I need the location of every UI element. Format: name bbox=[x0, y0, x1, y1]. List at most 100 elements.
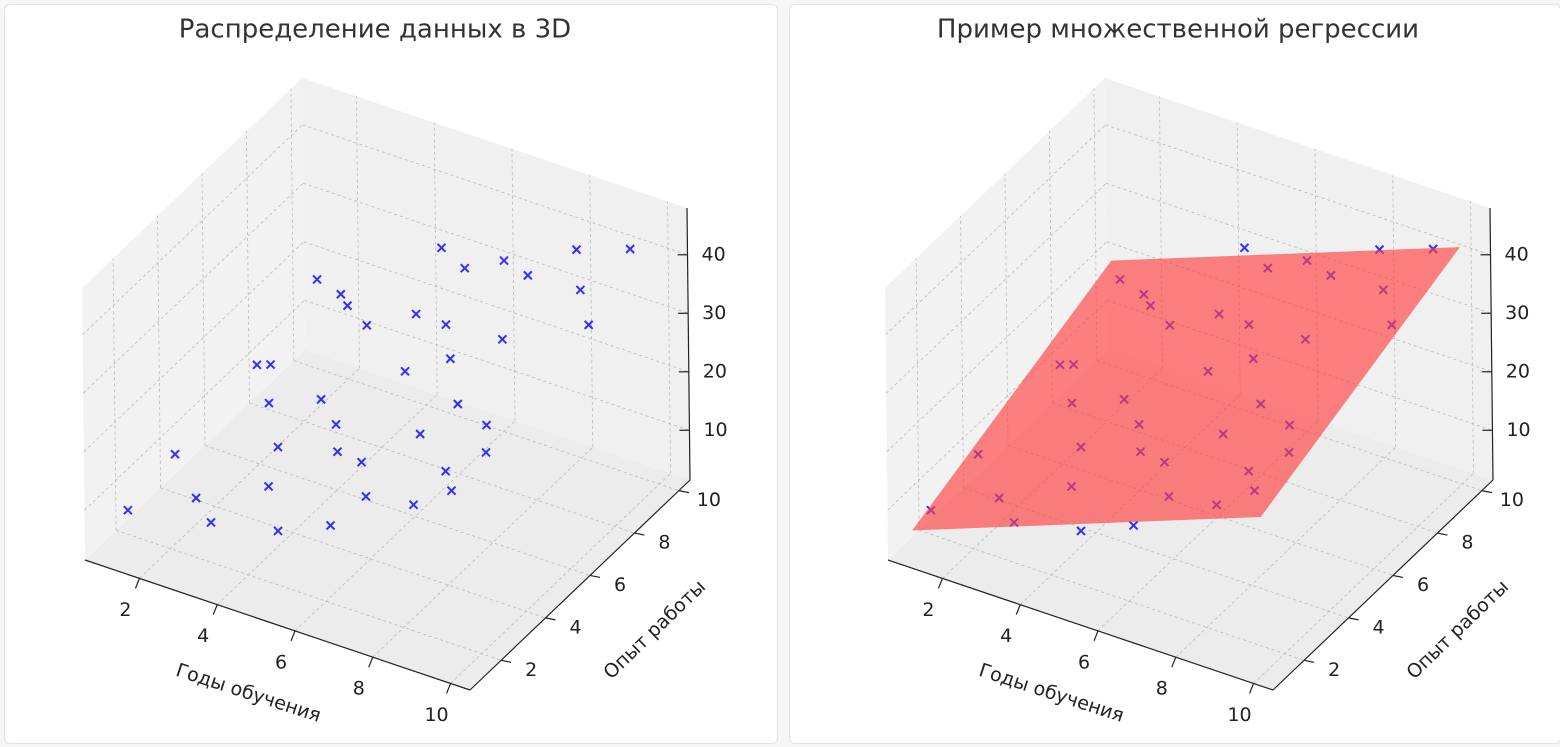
x-axis-label: Годы обучения bbox=[173, 659, 323, 727]
y-tick bbox=[545, 617, 556, 621]
data-point bbox=[445, 354, 456, 364]
data-point bbox=[265, 359, 276, 370]
grid-line bbox=[84, 299, 305, 511]
data-point bbox=[1239, 243, 1250, 253]
grid-line bbox=[918, 529, 1305, 661]
pane bbox=[302, 78, 690, 480]
x-tick bbox=[1015, 604, 1021, 615]
x-tick-label: 4 bbox=[197, 625, 209, 647]
data-point bbox=[481, 420, 492, 430]
grid-line bbox=[303, 241, 689, 373]
y-tick bbox=[1348, 617, 1359, 621]
grid-line bbox=[1175, 446, 1397, 658]
data-point bbox=[575, 285, 586, 295]
data-point bbox=[273, 442, 283, 452]
x-tick bbox=[1093, 630, 1099, 642]
y-tick-label: 6 bbox=[614, 574, 626, 596]
grid-line bbox=[82, 124, 303, 336]
data-point bbox=[264, 398, 274, 408]
x-tick-label: 6 bbox=[1078, 651, 1090, 673]
y-tick-label: 2 bbox=[525, 659, 537, 681]
z-tick-label: 30 bbox=[1505, 302, 1529, 324]
grid-line bbox=[885, 124, 1106, 336]
grid-line bbox=[303, 182, 689, 314]
z-axis bbox=[1489, 207, 1494, 481]
data-point bbox=[481, 447, 491, 458]
y-tick-label: 6 bbox=[1417, 574, 1429, 596]
x-tick bbox=[1171, 656, 1177, 668]
data-point bbox=[440, 466, 451, 476]
chart: Распределение данных в 3D 2 4 6 8 10 2 4 6 8 10 10 2… bbox=[82, 15, 728, 727]
chart: Пример множественной регрессии 2 4 6 8 10 2 4 6 8… bbox=[885, 15, 1531, 727]
grid-line bbox=[160, 487, 546, 619]
x-tick-label: 2 bbox=[922, 599, 934, 621]
data-point bbox=[571, 244, 582, 255]
y-tick-label: 4 bbox=[1373, 616, 1385, 638]
x-tick-label: 8 bbox=[353, 678, 365, 700]
x-axis-label: Годы обучения bbox=[976, 659, 1126, 727]
grid-line bbox=[372, 446, 594, 658]
data-point bbox=[170, 449, 180, 459]
z-axis bbox=[686, 207, 691, 481]
data-point bbox=[191, 493, 201, 503]
y-tick-label: 8 bbox=[1461, 532, 1473, 554]
z-tick-label: 10 bbox=[703, 419, 727, 441]
pane bbox=[885, 78, 1108, 560]
data-point bbox=[453, 399, 463, 409]
data-point bbox=[441, 319, 451, 330]
grid-line bbox=[885, 183, 1107, 394]
z-tick-label: 30 bbox=[702, 302, 726, 324]
y-tick bbox=[1481, 490, 1493, 494]
grid-line bbox=[82, 183, 304, 394]
y-tick bbox=[1392, 574, 1404, 579]
data-point bbox=[415, 429, 425, 439]
x-tick bbox=[937, 578, 944, 589]
data-point bbox=[460, 263, 470, 273]
grid-line bbox=[249, 402, 635, 534]
data-point bbox=[356, 457, 367, 467]
z-tick-label: 40 bbox=[702, 243, 726, 265]
y-tick bbox=[1303, 659, 1315, 663]
x-tick-label: 4 bbox=[1000, 625, 1012, 647]
grid-line bbox=[304, 299, 690, 431]
data-point bbox=[499, 255, 509, 266]
grid-line bbox=[1105, 124, 1491, 256]
data-point bbox=[1076, 526, 1086, 536]
z-tick-label: 10 bbox=[1506, 419, 1530, 441]
data-point bbox=[325, 520, 336, 531]
data-point bbox=[361, 491, 371, 502]
x-tick bbox=[368, 656, 374, 668]
y-axis bbox=[1272, 479, 1494, 691]
data-point bbox=[436, 243, 447, 253]
y-tick-label: 4 bbox=[570, 616, 582, 638]
x-tick bbox=[134, 578, 141, 589]
y-tick bbox=[678, 490, 690, 494]
y-tick-label: 8 bbox=[658, 532, 670, 554]
y-tick bbox=[500, 659, 512, 663]
x-tick bbox=[212, 604, 218, 615]
data-point bbox=[252, 360, 262, 370]
y-axis bbox=[469, 479, 691, 691]
grid-line bbox=[450, 473, 671, 684]
grid-line bbox=[83, 241, 305, 453]
grid-line bbox=[294, 420, 516, 632]
y-tick bbox=[634, 532, 645, 536]
data-point bbox=[332, 446, 343, 457]
data-point bbox=[408, 500, 419, 510]
data-point bbox=[583, 320, 594, 330]
data-point bbox=[273, 526, 283, 536]
y-tick-label: 2 bbox=[1328, 659, 1340, 681]
x-tick bbox=[290, 630, 296, 642]
data-point bbox=[331, 419, 341, 430]
x-tick-label: 10 bbox=[424, 704, 448, 726]
data-point bbox=[1128, 520, 1139, 531]
x-tick-label: 2 bbox=[119, 599, 131, 621]
x-tick-label: 8 bbox=[1156, 678, 1168, 700]
data-point bbox=[362, 320, 372, 330]
data-point bbox=[263, 481, 274, 492]
y-tick-label: 10 bbox=[1500, 489, 1524, 511]
chart-title: Пример множественной регрессии bbox=[937, 15, 1419, 45]
x-tick-label: 6 bbox=[275, 651, 287, 673]
